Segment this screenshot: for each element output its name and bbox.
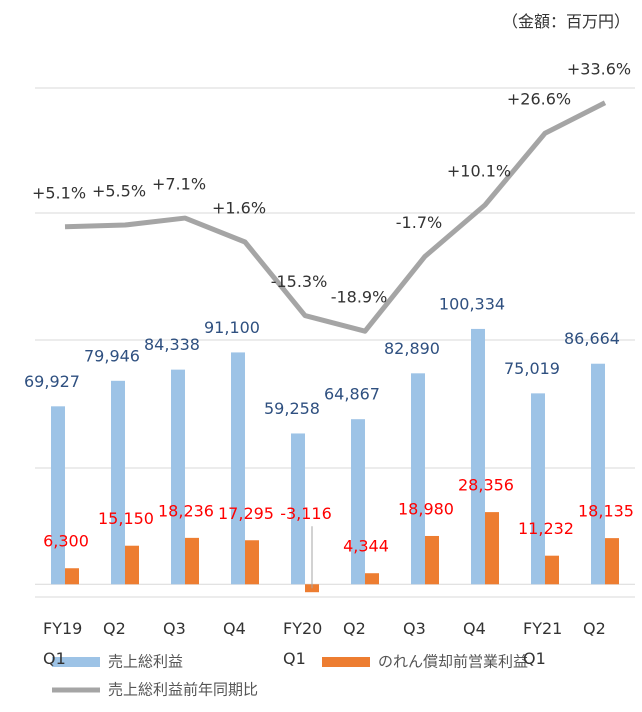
- value-label: 64,867: [324, 385, 380, 404]
- value-label: +10.1%: [447, 162, 511, 181]
- x-tick-label: FY20 Q1: [283, 619, 323, 668]
- value-label: +7.1%: [152, 175, 206, 194]
- value-label: 59,258: [264, 399, 320, 418]
- value-label: 69,927: [24, 372, 80, 391]
- x-tick-label: Q2: [103, 619, 126, 638]
- value-label: 6,300: [43, 532, 89, 551]
- value-label: 82,890: [384, 339, 440, 358]
- x-tick-label: Q4: [223, 619, 246, 638]
- value-label: +1.6%: [212, 199, 266, 218]
- bar: [591, 363, 605, 585]
- legend-swatch: [52, 657, 100, 667]
- value-label: 100,334: [439, 294, 505, 313]
- unit-note: （金額：百万円）: [501, 12, 630, 31]
- value-label: -3,116: [280, 504, 332, 523]
- bar: [185, 537, 199, 585]
- bar: [605, 538, 619, 585]
- value-label: 75,019: [504, 359, 560, 378]
- bar: [531, 393, 545, 585]
- x-tick-label: FY19 Q1: [43, 619, 83, 668]
- value-label: 18,135: [578, 502, 634, 521]
- bar: [125, 545, 139, 585]
- value-label: +5.1%: [32, 183, 86, 202]
- value-label: 28,356: [458, 476, 514, 495]
- bar: [351, 419, 365, 585]
- legend-swatch: [322, 657, 370, 667]
- value-label: 91,100: [204, 318, 260, 337]
- bar: [231, 352, 245, 585]
- value-label: 4,344: [343, 537, 389, 556]
- value-label: 84,338: [144, 335, 200, 354]
- bar: [485, 512, 499, 585]
- value-label: 11,232: [518, 519, 574, 538]
- bar: [411, 373, 425, 585]
- value-label: 17,295: [218, 504, 274, 523]
- line-series: [64, 100, 607, 334]
- bar: [365, 573, 379, 585]
- x-tick-label: Q3: [163, 619, 186, 638]
- x-tick-label: Q3: [403, 619, 426, 638]
- bar: [545, 555, 559, 585]
- x-tick-label: FY21 Q1: [523, 619, 563, 668]
- legend-label: のれん償却前営業利益: [378, 653, 528, 671]
- value-label: -18.9%: [331, 288, 388, 307]
- x-tick-label: Q2: [583, 619, 606, 638]
- value-label: -1.7%: [396, 213, 442, 232]
- value-label: +26.6%: [507, 90, 571, 109]
- bar: [171, 369, 185, 585]
- x-tick-label: Q4: [463, 619, 486, 638]
- legend-label: 売上総利益前年同期比: [108, 681, 258, 699]
- value-label: 86,664: [564, 329, 620, 348]
- value-label: 18,236: [158, 501, 214, 520]
- value-label: -15.3%: [271, 272, 328, 291]
- value-label: +33.6%: [567, 59, 631, 78]
- bar: [291, 433, 305, 585]
- bar: [111, 380, 125, 585]
- bar: [51, 406, 65, 585]
- bar: [245, 540, 259, 585]
- value-label: 18,980: [398, 499, 454, 518]
- bar: [471, 328, 485, 585]
- bar: [425, 535, 439, 585]
- legend-label: 売上総利益: [108, 653, 183, 671]
- bar: [65, 568, 79, 585]
- value-label: 79,946: [84, 346, 140, 365]
- value-label: 15,150: [98, 509, 154, 528]
- value-label: +5.5%: [92, 182, 146, 201]
- x-tick-label: Q2: [343, 619, 366, 638]
